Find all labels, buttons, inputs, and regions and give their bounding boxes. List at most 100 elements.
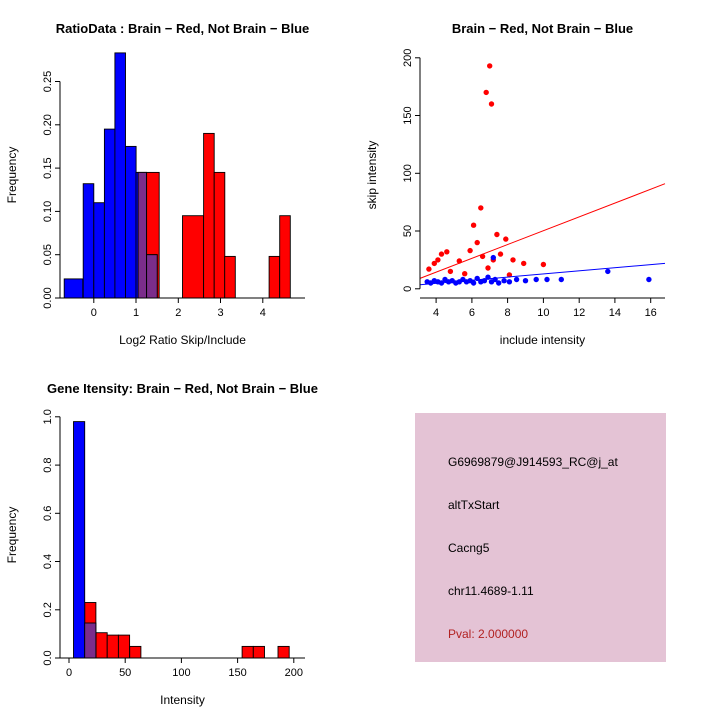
- y-tick-label: 0.2: [42, 602, 54, 617]
- y-tick-label: 100: [402, 164, 414, 182]
- y-tick-label: 0.05: [42, 244, 54, 265]
- not-brain-blue-points: [522, 278, 529, 284]
- brain-red-bars: [106, 634, 119, 659]
- x-tick-label: 200: [285, 667, 303, 679]
- x-tick-label: 10: [537, 307, 549, 319]
- x-tick-label: 50: [119, 667, 131, 679]
- not-brain-blue-bars: [114, 52, 126, 299]
- gene-intensity-histogram-xlabel: Intensity: [160, 693, 205, 707]
- not-brain-blue-points: [533, 276, 539, 283]
- brain-red-points: [435, 257, 441, 263]
- y-tick-label: 0: [402, 286, 414, 292]
- ratio-histogram-title: RatioData : Brain − Red, Not Brain − Blu…: [56, 21, 310, 36]
- gene-info-panel: G6969879@J914593_RC@j_at altTxStart Cacn…: [360, 360, 720, 720]
- x-tick-label: 6: [469, 307, 475, 319]
- brain-red-points: [474, 239, 480, 246]
- brain-red-bars: [203, 132, 215, 299]
- brain-red-points: [483, 89, 489, 96]
- brain-red-points: [503, 236, 509, 242]
- y-tick-label: 0.20: [42, 114, 54, 135]
- not-brain-blue-points: [470, 280, 477, 286]
- x-tick-label: 150: [228, 667, 246, 679]
- not-brain-blue-points: [544, 276, 550, 283]
- not-brain-blue-bars: [63, 278, 84, 299]
- gene-intensity-histogram-ylabel: Frequency: [5, 507, 19, 564]
- ratio-histogram-xlabel: Log2 Ratio Skip/Include: [119, 333, 246, 347]
- brain-red-bars: [277, 645, 290, 659]
- x-tick-label: 8: [505, 307, 511, 319]
- y-tick-label: 0.15: [42, 157, 54, 178]
- brain-red-points: [506, 272, 513, 278]
- overlap-purple-bars: [84, 622, 97, 659]
- x-tick-label: 14: [609, 307, 621, 319]
- not-brain-blue-bars: [73, 421, 86, 659]
- brain-red-points: [426, 266, 432, 272]
- y-tick-label: 150: [402, 106, 414, 124]
- brain-red-bars: [129, 645, 142, 659]
- brain-red-points: [488, 101, 495, 107]
- not-brain-blue-bars: [93, 202, 105, 299]
- ratio-histogram-chart: 0 1 2 3 4 0.00 0.05 0.10 0.15 0.20 0.25 RatioData :…: [5, 21, 310, 347]
- brain-red-bars: [268, 255, 281, 299]
- brain-red-points: [478, 205, 484, 211]
- y-tick-label: 0.8: [42, 457, 54, 472]
- gene-intensity-histogram-panel: 0 50 100 150 200 0.0 0.2 0.4 0.6 0.8 1.0 Gene Itens…: [0, 360, 360, 720]
- gene-info-box: G6969879@J914593_RC@j_at altTxStart Cacn…: [415, 413, 666, 662]
- y-tick-label: 0.6: [42, 506, 54, 521]
- y-tick-label: 0.4: [42, 554, 54, 569]
- x-tick-label: 1: [133, 307, 139, 319]
- not-brain-fit-line: [419, 262, 666, 286]
- brain-red-points: [487, 63, 493, 69]
- probe-id-text: G6969879@J914593_RC@j_at: [448, 455, 618, 469]
- intensity-scatter-panel: 4 6 8 10 12 14 16 0 50 100 150 200 Brain − Red, Not …: [360, 0, 720, 360]
- brain-red-points: [444, 249, 450, 255]
- gene-symbol-text: Cacng5: [448, 541, 490, 555]
- gene-intensity-histogram-chart: 0 50 100 150 200 0.0 0.2 0.4 0.6 0.8 1.0 Gene Itens…: [5, 381, 318, 707]
- brain-red-points: [438, 251, 445, 257]
- x-tick-label: 100: [172, 667, 190, 679]
- intensity-scatter-xlabel: include intensity: [500, 333, 585, 347]
- intensity-scatter-ylabel: skip intensity: [365, 141, 379, 210]
- brain-red-points: [540, 261, 547, 268]
- not-brain-blue-points: [513, 276, 520, 283]
- ratio-histogram-ylabel: Frequency: [5, 147, 19, 204]
- brain-red-points: [470, 222, 477, 228]
- brain-red-bars: [117, 634, 131, 659]
- not-brain-blue-bars: [82, 183, 95, 299]
- y-tick-label: 1.0: [42, 409, 54, 424]
- location-text: chr11.4689-1.11: [448, 584, 534, 598]
- x-tick-label: 4: [433, 307, 439, 319]
- x-tick-label: 4: [260, 307, 266, 319]
- y-tick-label: 200: [402, 49, 414, 67]
- not-brain-blue-points: [501, 278, 507, 284]
- brain-red-points: [447, 268, 454, 275]
- brain-red-points: [494, 231, 500, 238]
- not-brain-blue-bars: [103, 128, 116, 299]
- brain-red-bars: [279, 215, 291, 299]
- intensity-scatter-chart: 4 6 8 10 12 14 16 0 50 100 150 200 Brain − Red, Not …: [365, 21, 666, 347]
- brain-red-bars: [252, 645, 265, 659]
- brain-red-bars: [213, 171, 226, 299]
- brain-red-bars: [95, 632, 108, 659]
- brain-red-bars: [224, 255, 236, 299]
- x-tick-label: 2: [175, 307, 181, 319]
- x-tick-label: 12: [573, 307, 585, 319]
- x-tick-label: 3: [217, 307, 223, 319]
- y-tick-label: 0.10: [42, 201, 54, 222]
- not-brain-blue-bars: [125, 145, 137, 299]
- not-brain-blue-points: [646, 276, 652, 283]
- y-tick-label: 50: [402, 225, 414, 237]
- y-tick-label: 0.0: [42, 650, 54, 665]
- brain-red-points: [462, 271, 468, 277]
- ratio-histogram-panel: 0 1 2 3 4 0.00 0.05 0.10 0.15 0.20 0.25 RatioData :…: [0, 0, 360, 360]
- brain-red-points: [431, 260, 437, 267]
- brain-red-bars: [182, 215, 205, 299]
- not-brain-blue-points: [558, 276, 564, 283]
- x-tick-label: 0: [66, 667, 72, 679]
- overlap-purple-bars: [146, 254, 158, 299]
- x-tick-label: 16: [645, 307, 657, 319]
- not-brain-blue-points: [506, 279, 513, 285]
- overlap-purple-bars: [137, 171, 147, 299]
- brain-red-points: [485, 265, 491, 271]
